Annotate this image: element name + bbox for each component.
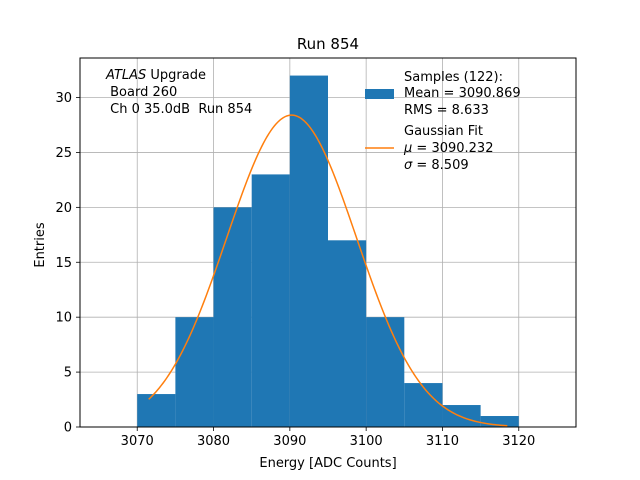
histogram-bar — [175, 317, 214, 427]
legend-fit-mu: μ = 3090.232 — [403, 141, 493, 156]
histogram-bar — [251, 174, 290, 427]
x-tick-label: 3100 — [350, 434, 383, 449]
annotation-experiment: ATLAS — [105, 68, 146, 83]
annotation-channel: Ch 0 35.0dB Run 854 — [106, 102, 252, 117]
y-tick-label: 15 — [55, 256, 72, 271]
histogram-bar — [442, 405, 481, 427]
histogram-bar — [289, 75, 328, 428]
legend-samples-rms: RMS = 8.633 — [404, 103, 489, 118]
histogram-bar — [328, 240, 367, 427]
legend-fit-mu-value: = 3090.232 — [412, 141, 493, 156]
y-tick-label: 20 — [55, 201, 72, 216]
histogram-bar — [404, 383, 443, 427]
atlas-annotation: ATLAS Upgrade Board 260 Ch 0 35.0dB Run … — [105, 68, 252, 117]
plot-frame — [79, 57, 577, 428]
histogram-bar — [366, 317, 405, 427]
legend-fit-sigma-symbol: σ — [404, 158, 413, 173]
y-axis-label: Entries — [33, 222, 48, 268]
gaussian-fit — [148, 114, 508, 427]
x-tick-label: 3090 — [273, 434, 306, 449]
chart-title: Run 854 — [297, 35, 359, 53]
x-tick-label: 3120 — [502, 434, 535, 449]
legend: Samples (122): Mean = 3090.869 RMS = 8.6… — [365, 70, 521, 173]
x-axis-label: Energy [ADC Counts] — [259, 456, 396, 471]
legend-fit-sigma-value: = 8.509 — [412, 158, 468, 173]
legend-fit-mu-symbol: μ — [403, 141, 412, 156]
axis-ticks: 3070 3080 3090 3100 3110 3120 0 5 10 15 20 25 30 — [55, 91, 535, 449]
y-tick-label: 30 — [55, 91, 72, 106]
x-tick-label: 3110 — [426, 434, 459, 449]
y-tick-label: 25 — [55, 146, 72, 161]
annotation-board: Board 260 — [106, 85, 177, 100]
y-tick-label: 5 — [64, 366, 72, 381]
legend-samples-patch — [365, 89, 394, 99]
legend-samples-label: Samples (122): — [404, 70, 503, 85]
histogram-bar — [137, 394, 176, 427]
legend-fit-sigma: σ = 8.509 — [404, 158, 469, 173]
histogram-bar — [213, 207, 252, 427]
annotation-line-experiment: ATLAS Upgrade — [105, 68, 206, 83]
y-tick-label: 0 — [64, 421, 72, 436]
legend-fit-label: Gaussian Fit — [404, 124, 483, 139]
histogram-bars — [137, 75, 519, 428]
x-tick-label: 3080 — [197, 434, 230, 449]
gaussian-fit-curve — [148, 114, 508, 427]
legend-samples-mean: Mean = 3090.869 — [404, 86, 521, 101]
x-tick-label: 3070 — [121, 434, 154, 449]
y-tick-label: 10 — [55, 311, 72, 326]
histogram-bar — [480, 416, 519, 427]
annotation-experiment-suffix: Upgrade — [146, 68, 206, 83]
